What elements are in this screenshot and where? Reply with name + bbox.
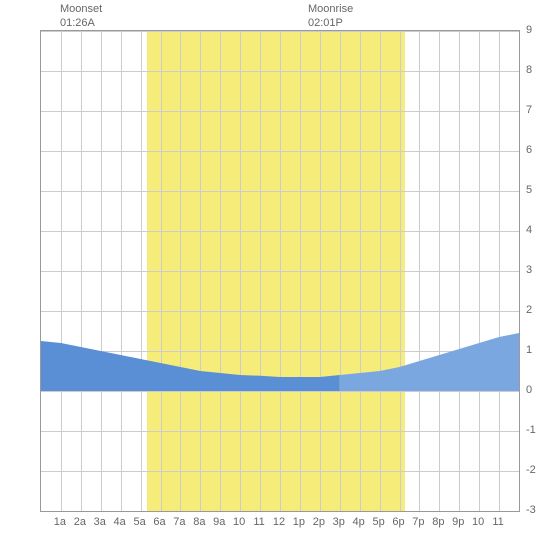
x-tick-label: 9a bbox=[213, 516, 225, 528]
x-tick-label: 3a bbox=[94, 516, 106, 528]
x-tick-label: 5p bbox=[372, 516, 384, 528]
x-tick-label: 10 bbox=[233, 516, 245, 528]
y-tick-label: 2 bbox=[526, 304, 532, 316]
y-tick-label: 8 bbox=[526, 64, 532, 76]
moonset-time: 01:26A bbox=[60, 16, 102, 30]
moonset-title: Moonset bbox=[60, 2, 102, 16]
x-tick-label: 8p bbox=[432, 516, 444, 528]
x-tick-label: 12 bbox=[273, 516, 285, 528]
x-tick-label: 2p bbox=[313, 516, 325, 528]
plot-area bbox=[40, 30, 520, 512]
y-tick-label: 7 bbox=[526, 104, 532, 116]
y-tick-label: -3 bbox=[526, 504, 536, 516]
x-tick-label: 11 bbox=[253, 516, 264, 528]
moonrise-annotation: Moonrise 02:01P bbox=[308, 2, 353, 31]
y-tick-label: 1 bbox=[526, 344, 532, 356]
x-tick-label: 9p bbox=[452, 516, 464, 528]
y-tick-label: 3 bbox=[526, 264, 532, 276]
y-tick-label: 6 bbox=[526, 144, 532, 156]
x-tick-label: 1a bbox=[54, 516, 66, 528]
x-tick-label: 7a bbox=[173, 516, 185, 528]
tide-chart: Moonset 01:26A Moonrise 02:01P 1a 2a 3a 4a 5… bbox=[0, 0, 550, 550]
y-tick-label: 0 bbox=[526, 384, 532, 396]
moonrise-title: Moonrise bbox=[308, 2, 353, 16]
y-tick-label: 5 bbox=[526, 184, 532, 196]
y-tick-label: -2 bbox=[526, 464, 536, 476]
x-tick-label: 1p bbox=[293, 516, 305, 528]
x-tick-label: 10 bbox=[472, 516, 484, 528]
x-tick-label: 6a bbox=[153, 516, 165, 528]
x-tick-label: 4a bbox=[114, 516, 126, 528]
x-tick-label: 7p bbox=[412, 516, 424, 528]
x-tick-label: 5a bbox=[133, 516, 145, 528]
tide-area bbox=[41, 31, 519, 511]
moonset-annotation: Moonset 01:26A bbox=[60, 2, 102, 31]
y-tick-label: 9 bbox=[526, 24, 532, 36]
moonrise-time: 02:01P bbox=[308, 16, 353, 30]
x-tick-label: 8a bbox=[193, 516, 205, 528]
x-tick-label: 6p bbox=[392, 516, 404, 528]
x-tick-label: 4p bbox=[353, 516, 365, 528]
x-tick-label: 11 bbox=[492, 516, 503, 528]
y-tick-label: -1 bbox=[526, 424, 536, 436]
y-tick-label: 4 bbox=[526, 224, 532, 236]
x-tick-label: 3p bbox=[333, 516, 345, 528]
x-tick-label: 2a bbox=[74, 516, 86, 528]
